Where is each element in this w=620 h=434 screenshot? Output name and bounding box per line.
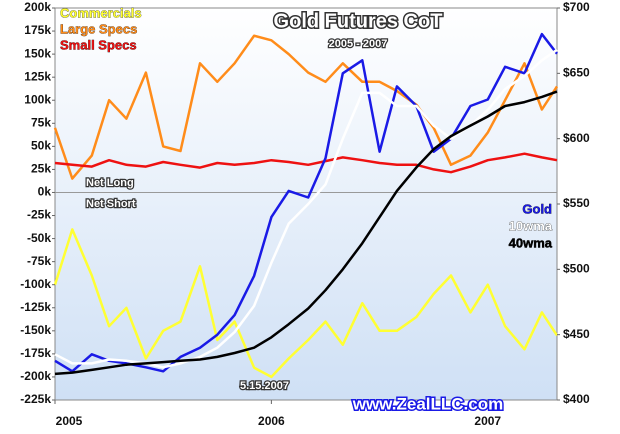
y-tick-label: -25k [27, 208, 51, 222]
y-tick-label: -225k [20, 392, 51, 406]
y-tick-label: 175k [24, 23, 51, 37]
series-line [53, 34, 559, 180]
y-tick-label: 100k [24, 92, 51, 106]
y-tick-label: 200k [24, 0, 51, 14]
y2-tick-label: $700 [563, 0, 590, 14]
y2-tick-label: $450 [563, 327, 590, 341]
legend-entry: Commercials [60, 5, 142, 20]
annotation: Net Short [86, 198, 136, 210]
x-tick-label: 2007 [474, 414, 501, 428]
y2-tick-label: $600 [563, 131, 590, 145]
y2-tick-label: $550 [563, 196, 590, 210]
y-tick-label: 75k [31, 115, 51, 129]
series-line [54, 152, 558, 174]
y-tick-label: -175k [20, 346, 51, 360]
marks [53, 32, 559, 379]
y-tick-label: -125k [20, 300, 51, 314]
plot-area [54, 7, 558, 401]
y-tick-label: -200k [20, 369, 51, 383]
y-tick-label: 0k [38, 185, 52, 199]
y-tick-label: 25k [31, 162, 51, 176]
legend-entry: Large Specs [60, 21, 137, 36]
y-tick-label: -75k [27, 254, 51, 268]
legend-entry: Gold [522, 201, 552, 216]
y2-tick-label: $400 [563, 392, 590, 406]
y-tick-label: 125k [24, 69, 51, 83]
x-tick-label: 2006 [258, 414, 285, 428]
y-tick-label: -150k [20, 323, 51, 337]
annotation: Net Long [86, 177, 134, 189]
legend-entry: Small Specs [60, 37, 137, 52]
annotation: 5.15.2007 [240, 380, 289, 392]
series-line [54, 32, 558, 373]
series-line [54, 48, 558, 369]
y-tick-label: 150k [24, 46, 51, 60]
y-tick-label: 50k [31, 139, 51, 153]
y2-tick-label: $650 [563, 66, 590, 80]
series-line [54, 90, 558, 376]
y-tick-label: -100k [20, 277, 51, 291]
chart-title: Gold Futures CoT [274, 10, 443, 32]
y-tick-label: -50k [27, 231, 51, 245]
y2-tick-label: $500 [563, 262, 590, 276]
series-line [53, 228, 559, 379]
x-tick-label: 2005 [56, 414, 83, 428]
legend-entry: 10wma [509, 218, 553, 233]
chart-subtitle: 2005 - 2007 [329, 38, 388, 50]
annotation: www.ZealLLC.com [352, 394, 504, 413]
legend-entry: 40wma [509, 235, 553, 250]
